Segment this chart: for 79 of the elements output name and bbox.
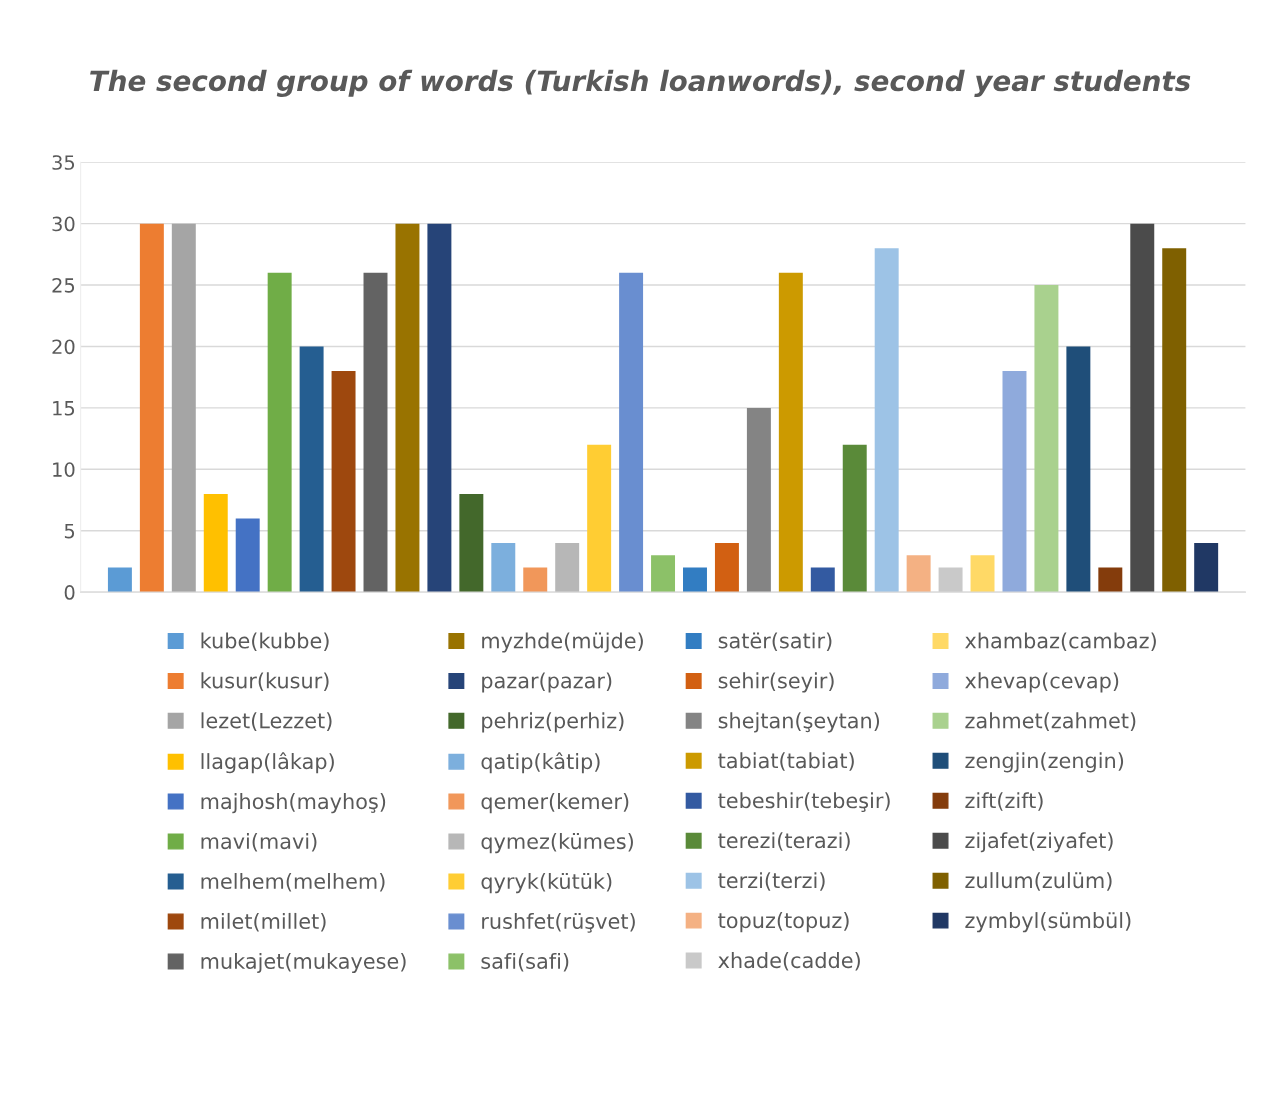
legend-label: sehir(seyir): [718, 672, 834, 693]
legend-label: zijafet(ziyafet): [965, 832, 1113, 853]
y-tick-label: 15: [53, 401, 75, 416]
bar: [906, 555, 931, 593]
legend-label: kusur(kusur): [201, 672, 329, 691]
y-tick-label: 25: [52, 278, 75, 293]
legend-label: topuz(topuz): [718, 912, 849, 933]
bar: [1194, 543, 1219, 593]
bar: [619, 272, 644, 593]
legend-label: xhevap(cevap): [965, 672, 1119, 693]
chart-title: The second group of words (Turkish loanwords), second year students: [90, 69, 1191, 97]
bar: [139, 223, 164, 593]
legend-label: milet(millet): [201, 912, 326, 932]
bar: [331, 371, 356, 593]
bar: [299, 346, 324, 593]
legend-label: zymbyl(sümbül): [965, 912, 1131, 933]
bar: [1098, 567, 1123, 593]
bar: [746, 407, 771, 593]
legend-label: pazar(pazar): [482, 672, 612, 693]
bar: [1002, 371, 1027, 593]
bar: [874, 248, 899, 593]
legend-label: qyryk(kütük): [481, 872, 612, 894]
legend-label: tebeshir(tebeşir): [718, 792, 890, 813]
bar: [810, 567, 835, 593]
legend-label: rushfet(rüşvet): [482, 912, 635, 933]
y-tick-label: 20: [52, 339, 75, 355]
bar: [171, 223, 196, 593]
bar: [1066, 346, 1091, 593]
legend-label: majhosh(mayhoş): [201, 793, 386, 814]
y-tick-label: 5: [64, 523, 75, 539]
legend-label: kube(kubbe): [201, 632, 329, 651]
legend-label: zahmet(zahmet): [965, 712, 1136, 731]
legend-label: zullum(zulüm): [965, 872, 1112, 891]
bar: [938, 567, 963, 593]
y-tick-label: 0: [64, 585, 75, 600]
bar: [427, 223, 452, 593]
legend-label: xhambaz(cambaz): [965, 632, 1156, 651]
bar: [1034, 285, 1059, 593]
legend-label: qymez(kümes): [481, 833, 633, 854]
bar: [778, 272, 803, 593]
y-tick-label: 30: [52, 216, 75, 232]
bar: [651, 555, 676, 593]
legend-label: pehriz(perhiz): [482, 712, 624, 733]
bar: [555, 543, 580, 593]
legend-label: myzhde(müjde): [482, 632, 643, 653]
bar: [107, 567, 132, 593]
bar: [523, 567, 548, 593]
legend-label: terezi(terazi): [718, 832, 850, 851]
legend-label: llagap(lâkap): [201, 752, 334, 774]
legend-label: qatip(kâtip): [481, 752, 600, 774]
bar: [491, 543, 516, 593]
y-tick-label: 10: [53, 462, 75, 477]
legend-label: safi(safi): [481, 952, 569, 972]
bar: [683, 567, 707, 593]
bar: [1162, 248, 1187, 593]
bar: [587, 444, 612, 593]
legend-label: qemer(kemer): [481, 793, 629, 814]
legend-label: terzi(terzi): [718, 872, 825, 891]
legend-label: satër(satir): [718, 632, 832, 651]
legend-label: mukajet(mukayese): [201, 952, 406, 974]
legend-label: tabiat(tabiat): [718, 752, 854, 771]
legend-label: xhade(cadde): [718, 952, 860, 971]
bar: [203, 493, 228, 593]
bar: [363, 272, 388, 593]
legend-label: lezet(Lezzet): [201, 712, 332, 731]
bar: [235, 518, 260, 593]
y-tick-label: 35: [52, 155, 75, 170]
bar: [714, 543, 739, 593]
legend-label: zift(zift): [965, 792, 1043, 811]
legend-label: zengjin(zengin): [965, 752, 1124, 773]
legend-label: melhem(melhem): [201, 872, 385, 892]
bar: [842, 444, 867, 593]
bar: [970, 555, 995, 593]
bar: [459, 493, 484, 593]
legend-label: mavi(mavi): [201, 833, 317, 852]
bar: [1130, 223, 1155, 593]
legend-label: shejtan(şeytan): [718, 712, 880, 733]
bar: [267, 272, 292, 593]
bar: [395, 223, 420, 593]
